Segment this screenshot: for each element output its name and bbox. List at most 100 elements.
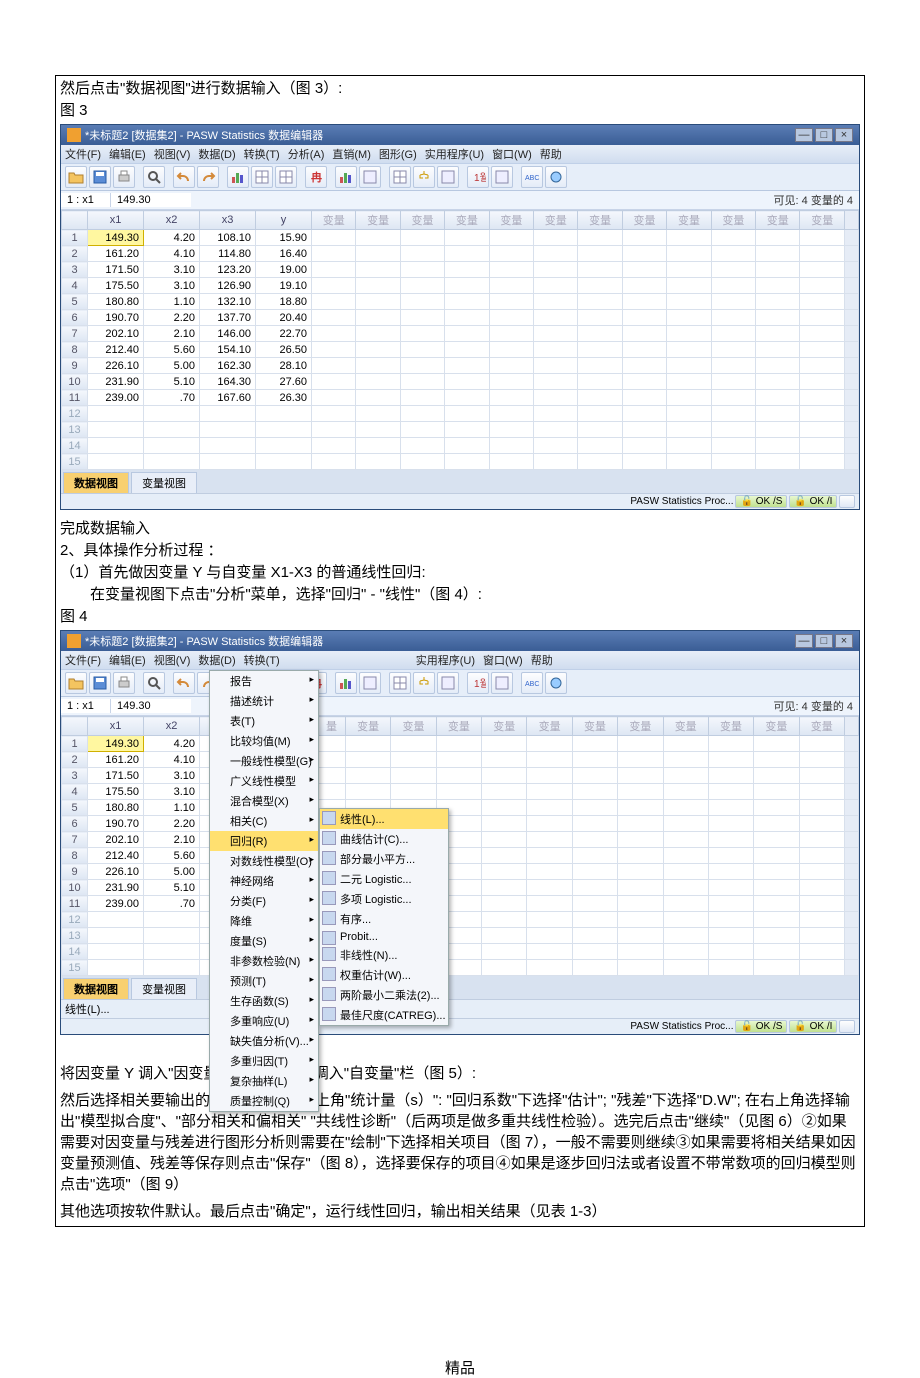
save-icon[interactable] (89, 166, 111, 188)
vars-icon[interactable] (251, 166, 273, 188)
row-header[interactable]: 15 (62, 960, 88, 976)
data-cell[interactable]: 4.10 (144, 752, 200, 768)
select-icon[interactable] (359, 166, 381, 188)
empty-cell[interactable] (534, 294, 578, 310)
menu-item[interactable]: 帮助 (531, 655, 553, 667)
data-cell[interactable]: 19.00 (256, 262, 312, 278)
data-cell[interactable]: 22.70 (256, 326, 312, 342)
empty-cell[interactable] (482, 928, 527, 944)
empty-cell[interactable] (799, 736, 844, 752)
empty-cell[interactable] (663, 864, 708, 880)
empty-cell[interactable] (346, 784, 391, 800)
empty-cell[interactable] (482, 736, 527, 752)
empty-cell[interactable] (400, 230, 444, 246)
empty-cell[interactable] (756, 454, 800, 470)
undo-icon[interactable] (173, 672, 195, 694)
empty-cell[interactable] (312, 326, 356, 342)
empty-cell[interactable] (618, 784, 663, 800)
empty-cell[interactable] (708, 912, 753, 928)
empty-cell[interactable] (312, 262, 356, 278)
minimize-button[interactable]: — (795, 634, 813, 648)
empty-cell[interactable] (799, 784, 844, 800)
empty-cell[interactable] (356, 326, 400, 342)
empty-cell[interactable] (711, 406, 755, 422)
empty-cell[interactable] (391, 784, 436, 800)
menu-item[interactable]: 帮助 (540, 149, 562, 161)
data-cell[interactable]: 3.10 (144, 278, 200, 294)
empty-cell[interactable] (578, 310, 622, 326)
submenu-item[interactable]: 权重估计(W)... (320, 965, 448, 985)
data-cell[interactable]: 175.50 (88, 784, 144, 800)
empty-cell[interactable] (756, 262, 800, 278)
empty-cell[interactable] (667, 294, 711, 310)
empty-cell[interactable] (754, 896, 799, 912)
data-cell[interactable]: 4.10 (144, 246, 200, 262)
empty-cell[interactable] (400, 406, 444, 422)
empty-cell[interactable] (800, 358, 845, 374)
empty-cell[interactable] (527, 800, 572, 816)
empty-cell[interactable] (445, 278, 489, 294)
empty-cell[interactable] (754, 960, 799, 976)
submenu-item[interactable]: Probit... (320, 929, 448, 945)
empty-cell[interactable] (436, 736, 481, 752)
empty-cell[interactable] (572, 752, 617, 768)
data-cell[interactable]: 19.10 (256, 278, 312, 294)
empty-cell[interactable] (527, 912, 572, 928)
row-header[interactable]: 9 (62, 358, 88, 374)
empty-cell[interactable] (312, 230, 356, 246)
table-icon[interactable] (389, 166, 411, 188)
undo-icon[interactable] (173, 166, 195, 188)
empty-cell[interactable] (622, 262, 666, 278)
empty-cell[interactable] (400, 390, 444, 406)
empty-cell[interactable] (799, 944, 844, 960)
empty-cell[interactable] (356, 422, 400, 438)
empty-cell[interactable] (799, 960, 844, 976)
empty-cell[interactable] (754, 880, 799, 896)
row-header[interactable]: 2 (62, 246, 88, 262)
empty-cell[interactable] (356, 438, 400, 454)
data-cell[interactable]: 226.10 (88, 358, 144, 374)
empty-cell[interactable] (578, 262, 622, 278)
cell-name-box[interactable]: 1 : x1 (61, 193, 111, 207)
empty-cell[interactable] (436, 768, 481, 784)
empty-cell[interactable] (756, 406, 800, 422)
menu-item[interactable]: 度量(S)▸ (210, 931, 318, 951)
empty-cell[interactable] (400, 454, 444, 470)
row-header[interactable]: 5 (62, 800, 88, 816)
empty-cell[interactable] (663, 960, 708, 976)
table-icon[interactable] (389, 672, 411, 694)
empty-cell[interactable] (534, 406, 578, 422)
empty-cell[interactable] (667, 454, 711, 470)
menu-item[interactable]: 混合模型(X)▸ (210, 791, 318, 811)
empty-cell[interactable] (800, 294, 845, 310)
data-cell[interactable]: 162.30 (200, 358, 256, 374)
data-cell[interactable]: 3.10 (144, 262, 200, 278)
empty-cell[interactable] (400, 246, 444, 262)
status-ok-1[interactable]: 🔓 OK /S (735, 495, 787, 508)
empty-cell[interactable] (578, 230, 622, 246)
status-ok-2[interactable]: 🔓 OK /I (789, 1020, 837, 1033)
empty-cell[interactable] (663, 752, 708, 768)
select-icon[interactable] (359, 672, 381, 694)
submenu-item[interactable]: 部分最小平方... (320, 849, 448, 869)
empty-cell[interactable] (88, 422, 144, 438)
row-header[interactable]: 15 (62, 454, 88, 470)
empty-cell[interactable] (711, 294, 755, 310)
print-icon[interactable] (113, 166, 135, 188)
menu-item[interactable]: 表(T)▸ (210, 711, 318, 731)
row-header[interactable]: 1 (62, 736, 88, 752)
globe-icon[interactable] (545, 166, 567, 188)
empty-cell[interactable] (578, 422, 622, 438)
row-header[interactable]: 5 (62, 294, 88, 310)
spell-icon[interactable]: ABC (521, 672, 543, 694)
empty-cell[interactable] (667, 230, 711, 246)
empty-cell[interactable] (756, 310, 800, 326)
empty-cell[interactable] (489, 342, 533, 358)
empty-cell[interactable] (663, 768, 708, 784)
empty-cell[interactable] (622, 390, 666, 406)
data-cell[interactable]: 137.70 (200, 310, 256, 326)
empty-cell[interactable] (708, 944, 753, 960)
empty-cell[interactable] (799, 896, 844, 912)
cell-value-box[interactable]: 149.30 (111, 193, 191, 207)
empty-cell[interactable] (618, 928, 663, 944)
